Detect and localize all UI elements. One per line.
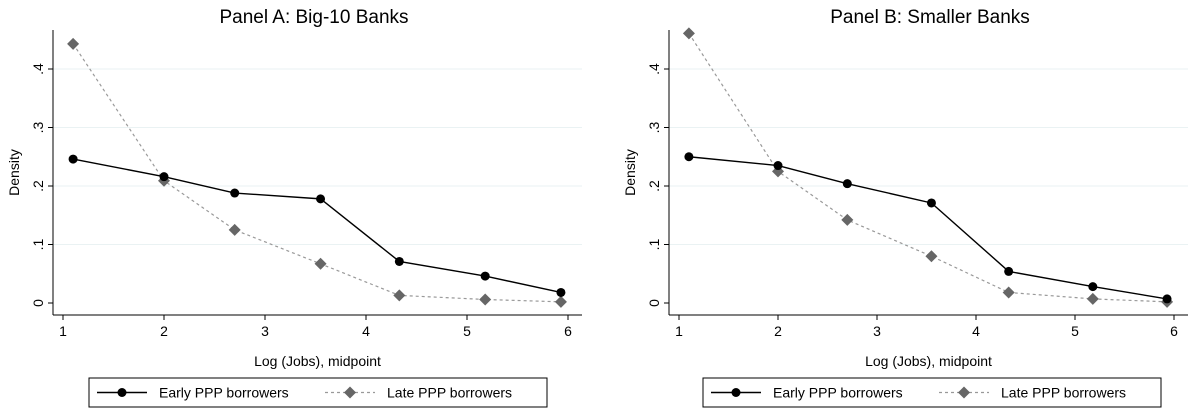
legend-box	[702, 377, 1162, 408]
legend-label-late: Late PPP borrowers	[387, 385, 512, 401]
y-tick-label: 0	[30, 299, 46, 307]
x-tick-label: 4	[362, 323, 370, 339]
data-point-late	[228, 223, 241, 236]
data-point-early	[394, 256, 404, 266]
x-tick-label: 2	[774, 323, 782, 339]
data-point-early	[480, 271, 490, 281]
x-tick-label: 3	[873, 323, 881, 339]
data-point-early	[316, 194, 326, 204]
y-axis-label: Density	[622, 149, 638, 196]
data-point-early	[842, 179, 852, 189]
x-axis-label: Log (Jobs), midpoint	[254, 353, 381, 369]
x-tick-label: 4	[972, 323, 980, 339]
x-tick-label: 5	[1071, 323, 1079, 339]
x-axis-label: Log (Jobs), midpoint	[865, 353, 992, 369]
series-line-early	[688, 156, 1168, 300]
panel-b: Panel B: Smaller Banks 0 .1 .2 .3 .4 1 2 3 4 5 6 Den…	[622, 7, 1188, 408]
data-point-late	[925, 250, 938, 263]
legend: Early PPP borrowers Late PPP borrowers	[88, 377, 548, 408]
y-tick-label: .2	[646, 180, 662, 192]
data-point-late	[314, 257, 327, 270]
legend-box	[88, 377, 548, 408]
y-tick-label: .3	[30, 121, 46, 133]
y-tick-label: .4	[30, 63, 46, 75]
y-tick-label: .2	[30, 180, 46, 192]
data-point-late	[67, 37, 80, 50]
data-point-late	[682, 27, 695, 40]
series-line-late	[688, 32, 1168, 303]
legend-label-late: Late PPP borrowers	[1001, 385, 1126, 401]
panel-a: Panel A: Big-10 Banks 0 .1 .2 .3 .4 1 2 3 4 5 6 Dens…	[6, 7, 582, 408]
legend-marker-late	[958, 386, 970, 399]
data-point-early	[556, 287, 566, 297]
data-point-late	[1002, 286, 1015, 299]
data-point-late	[841, 213, 854, 226]
data-point-early	[926, 198, 936, 208]
chart-title: Panel A: Big-10 Banks	[219, 7, 408, 28]
x-tick-label: 6	[564, 323, 572, 339]
legend-label-early: Early PPP borrowers	[159, 385, 289, 401]
x-tick-label: 2	[160, 323, 168, 339]
data-point-late	[1086, 292, 1099, 305]
legend-marker-early	[731, 388, 741, 397]
data-point-early	[68, 154, 78, 164]
legend-label-early: Early PPP borrowers	[773, 385, 903, 401]
x-tick-label: 6	[1170, 323, 1178, 339]
y-tick-label: .4	[646, 63, 662, 75]
data-point-early	[1004, 266, 1014, 276]
x-tick-label: 5	[463, 323, 471, 339]
data-point-early	[230, 188, 240, 198]
x-tick-label: 3	[261, 323, 269, 339]
x-tick-label: 1	[675, 323, 683, 339]
data-point-early	[159, 172, 169, 182]
data-point-late	[554, 295, 567, 308]
y-tick-label: 0	[646, 299, 662, 307]
data-point-early	[773, 161, 783, 171]
legend-marker-early	[117, 388, 127, 397]
y-tick-label: .1	[646, 238, 662, 250]
data-point-early	[1088, 282, 1098, 292]
data-point-early	[1162, 294, 1172, 304]
data-point-early	[684, 152, 694, 162]
data-point-late	[393, 289, 406, 302]
y-tick-label: .1	[30, 238, 46, 250]
y-axis-label: Density	[6, 149, 22, 196]
y-tick-label: .3	[646, 121, 662, 133]
data-point-late	[479, 293, 492, 306]
x-tick-label: 1	[59, 323, 67, 339]
legend-marker-late	[344, 386, 356, 399]
chart-title: Panel B: Smaller Banks	[830, 7, 1030, 28]
legend: Early PPP borrowers Late PPP borrowers	[702, 377, 1162, 408]
